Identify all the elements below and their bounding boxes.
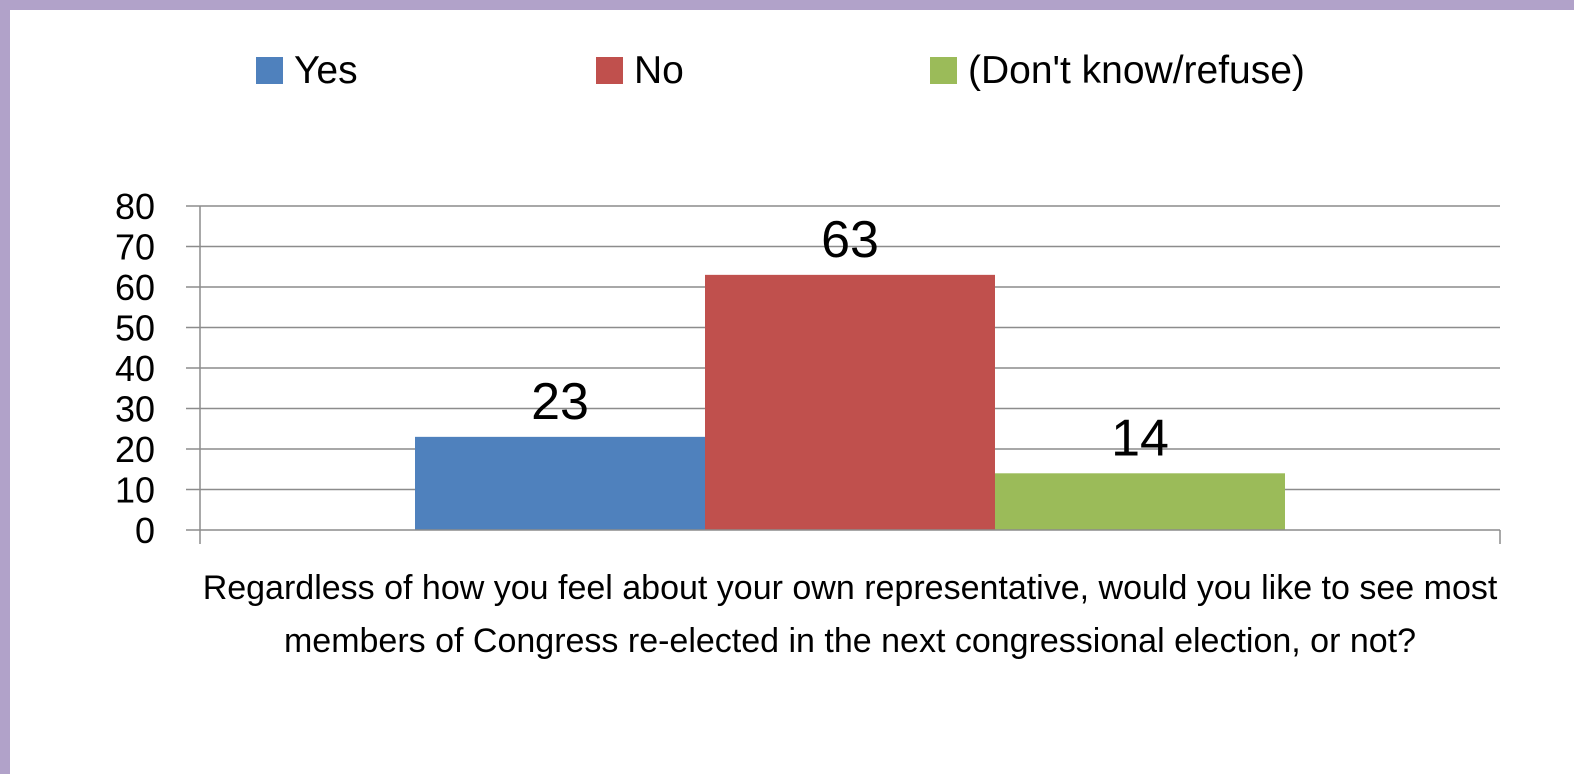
bars — [415, 274, 1285, 530]
y-tick-label: 70 — [115, 227, 155, 268]
y-tick-label: 30 — [115, 389, 155, 430]
y-tick-label: 10 — [115, 470, 155, 511]
y-tick-label: 0 — [135, 510, 155, 551]
bar — [995, 473, 1285, 530]
bar — [705, 274, 995, 530]
legend-swatch — [256, 57, 283, 84]
legend-label: No — [634, 49, 684, 92]
y-tick-label: 50 — [115, 308, 155, 349]
legend-swatch — [930, 57, 957, 84]
y-tick-label: 20 — [115, 429, 155, 470]
data-labels: 23 63 14 — [531, 211, 1169, 467]
legend-swatch — [596, 57, 623, 84]
data-label: 63 — [821, 211, 879, 269]
legend: Yes No (Don't know/refuse) — [256, 49, 1305, 92]
legend-label: Yes — [294, 49, 358, 92]
data-label: 23 — [531, 373, 589, 431]
x-category-label: Regardless of how you feel about your ow… — [202, 569, 1498, 660]
y-tick-label: 80 — [115, 186, 155, 227]
x-axis — [199, 206, 1501, 544]
bar — [415, 436, 705, 530]
y-tick-label: 40 — [115, 348, 155, 389]
data-label: 14 — [1111, 409, 1169, 467]
legend-label: (Don't know/refuse) — [968, 49, 1305, 92]
y-tick-label: 60 — [115, 267, 155, 308]
